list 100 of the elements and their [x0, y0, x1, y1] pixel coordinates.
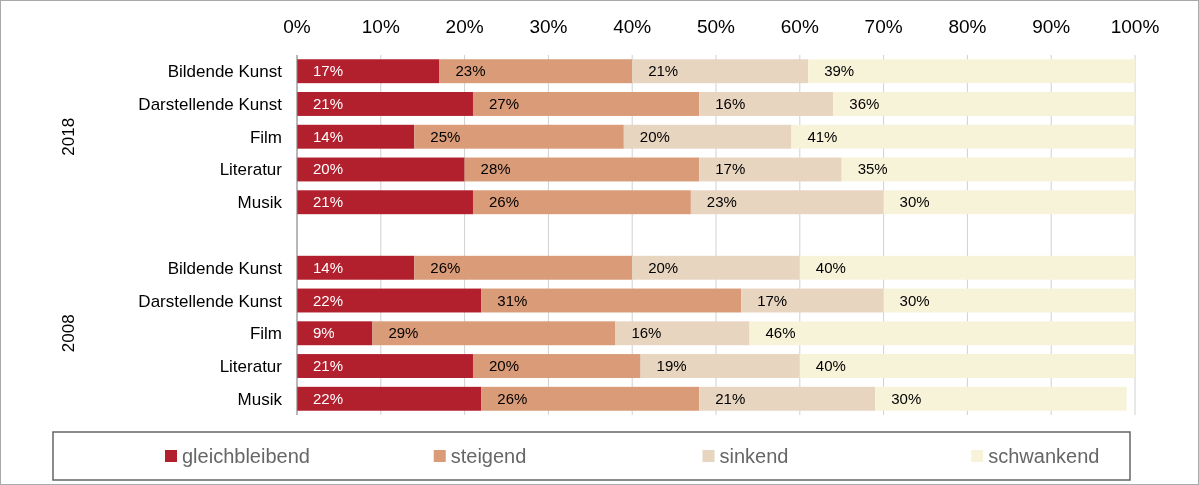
- data-label: 36%: [849, 94, 880, 112]
- bar: [472, 354, 641, 378]
- bar: [439, 59, 633, 84]
- y-tick-label: Darstellende Kunst: [138, 94, 283, 114]
- x-tick-label: 60%: [780, 16, 819, 37]
- y-tick-label: Bildende Kunst: [167, 258, 283, 278]
- data-label: 16%: [715, 94, 746, 112]
- data-label: 22%: [313, 291, 344, 309]
- legend-label: gleichbleibend: [182, 445, 310, 467]
- bar: [472, 92, 700, 116]
- x-tick-label: 70%: [864, 16, 903, 37]
- bar: [297, 92, 473, 116]
- data-label: 23%: [706, 193, 737, 211]
- y-tick-label: Musik: [237, 389, 283, 409]
- legend-label: schwankend: [988, 445, 1100, 467]
- bar: [414, 124, 624, 149]
- bar: [297, 354, 473, 378]
- x-tick-label: 20%: [445, 16, 484, 37]
- data-label: 20%: [313, 160, 344, 178]
- data-label: 40%: [815, 258, 846, 276]
- bar: [615, 321, 750, 346]
- data-label: 20%: [639, 127, 670, 145]
- bar: [481, 288, 742, 313]
- data-label: 20%: [648, 258, 679, 276]
- bar: [875, 386, 1127, 411]
- bar: [841, 157, 1135, 182]
- bar: [297, 288, 482, 313]
- data-label: 30%: [891, 389, 922, 407]
- bar: [883, 190, 1135, 215]
- data-label: 46%: [765, 324, 796, 342]
- data-label: 41%: [807, 127, 838, 145]
- y-tick-label: Musik: [237, 193, 283, 213]
- data-label: 29%: [388, 324, 419, 342]
- data-label: 31%: [497, 291, 528, 309]
- data-label: 14%: [313, 127, 344, 145]
- text: 2018: [59, 117, 78, 156]
- bar: [632, 255, 800, 280]
- bar: [699, 386, 876, 411]
- bar: [414, 255, 633, 280]
- data-label: 26%: [430, 258, 461, 276]
- data-label: 25%: [430, 127, 461, 145]
- data-label: 17%: [757, 291, 788, 309]
- bar: [799, 255, 1135, 280]
- bar: [799, 354, 1135, 378]
- bar: [883, 288, 1135, 313]
- data-label: 30%: [899, 291, 930, 309]
- x-tick-label: 80%: [948, 16, 987, 37]
- bar: [699, 157, 842, 182]
- y-tick-label: Film: [249, 324, 282, 344]
- text: 2008: [59, 314, 78, 353]
- legend-label: sinkend: [719, 445, 789, 467]
- data-label: 26%: [488, 193, 520, 211]
- data-label: 17%: [715, 160, 746, 178]
- bar: [699, 92, 834, 116]
- y-tick-label: Literatur: [219, 357, 283, 377]
- data-label: 22%: [313, 389, 344, 407]
- bar: [297, 124, 415, 149]
- legend-label: steigend: [450, 445, 527, 467]
- x-tick-label: 10%: [361, 16, 400, 37]
- bar: [297, 190, 473, 215]
- data-label: 17%: [313, 62, 344, 80]
- bar: [640, 354, 800, 378]
- data-label: 16%: [631, 324, 662, 342]
- x-tick-label: 0%: [283, 16, 311, 37]
- bar: [481, 386, 700, 411]
- data-label: 30%: [899, 193, 930, 211]
- bar: [808, 59, 1135, 84]
- y-tick-label: Film: [249, 127, 282, 147]
- data-label: 27%: [488, 94, 520, 112]
- data-label: 20%: [488, 357, 520, 375]
- data-label: 26%: [497, 389, 528, 407]
- y-tick-label: Literatur: [219, 160, 283, 180]
- bar: [297, 386, 482, 411]
- data-label: 23%: [455, 62, 486, 80]
- x-tick-label: 40%: [613, 16, 652, 37]
- x-tick-label: 50%: [696, 16, 736, 37]
- data-label: 21%: [648, 62, 679, 80]
- x-tick-label: 30%: [529, 16, 568, 37]
- data-label: 21%: [313, 193, 344, 211]
- data-label: 21%: [715, 389, 746, 407]
- bar: [472, 190, 691, 215]
- bar: [632, 59, 809, 84]
- data-label: 40%: [815, 357, 846, 375]
- bar: [297, 59, 440, 84]
- data-label: 14%: [313, 258, 344, 276]
- bar: [623, 124, 792, 149]
- bar: [741, 288, 884, 313]
- y-tick-label: Bildende Kunst: [167, 62, 283, 82]
- x-tick-label: 100%: [1110, 16, 1160, 37]
- data-label: 35%: [857, 160, 888, 178]
- y-tick-label: Darstellende Kunst: [138, 291, 283, 311]
- bar: [297, 157, 465, 182]
- data-label: 28%: [480, 160, 511, 178]
- data-label: 39%: [824, 62, 855, 80]
- bar: [749, 321, 1135, 346]
- data-label: 21%: [313, 357, 344, 375]
- x-tick-label: 90%: [1032, 16, 1071, 37]
- bar: [833, 92, 1135, 116]
- bar: [297, 255, 415, 280]
- data-label: 21%: [313, 94, 344, 112]
